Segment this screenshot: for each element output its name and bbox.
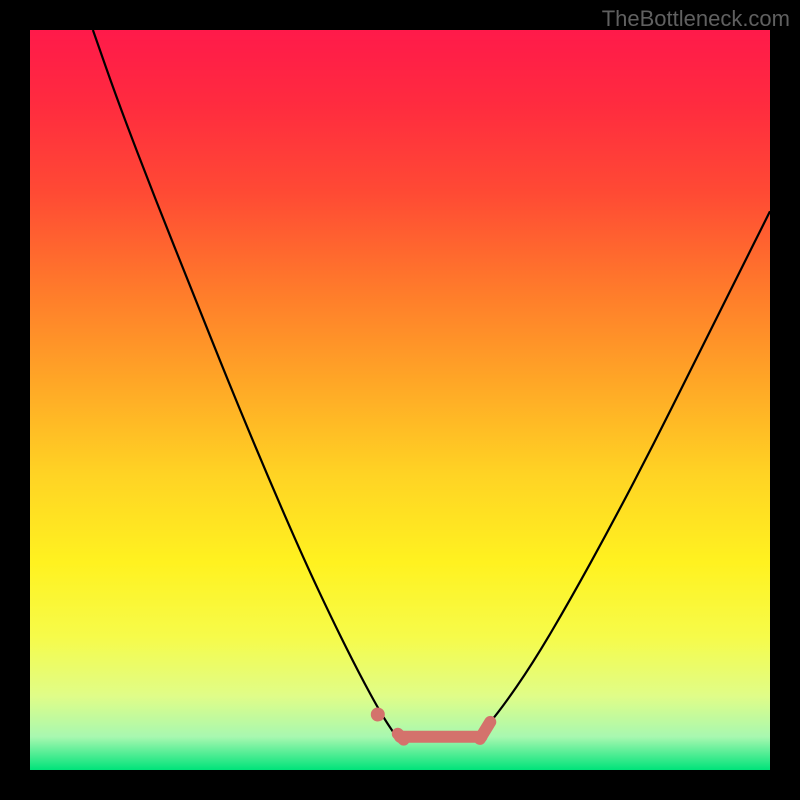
chart-gradient-bg — [30, 30, 770, 770]
marker-dot — [371, 708, 385, 722]
optimal-range-left-tail — [398, 734, 404, 740]
bottleneck-chart — [0, 0, 800, 800]
chart-container: TheBottleneck.com — [0, 0, 800, 800]
watermark-label: TheBottleneck.com — [602, 6, 790, 32]
